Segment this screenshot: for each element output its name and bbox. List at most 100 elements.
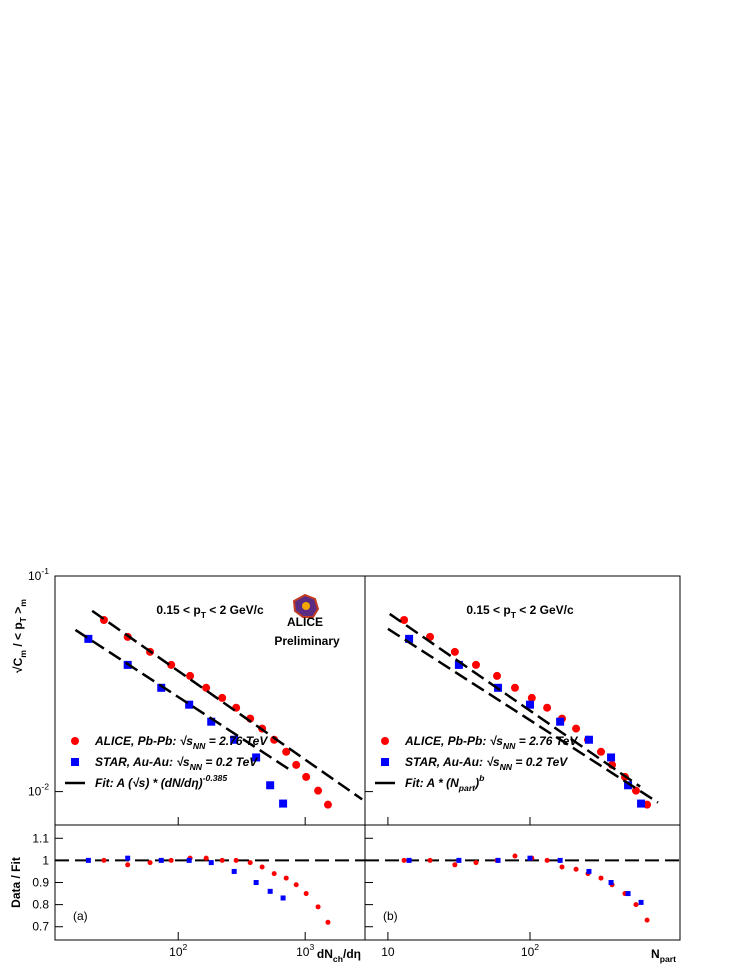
legend-label-part: = 2.76 TeV — [515, 734, 578, 748]
legend-label-part: NN — [193, 741, 206, 751]
point — [280, 895, 286, 901]
point — [208, 860, 214, 866]
y-axis-label: √Cm / < pT >m — [11, 599, 28, 673]
point — [125, 855, 131, 861]
x-tick-label-base: 10 — [296, 945, 310, 959]
legend-label: ALICE, Pb-Pb: √sNN = 2.76 TeV — [404, 734, 578, 751]
point — [186, 671, 195, 680]
y-tick-label-exponent: -1 — [41, 566, 49, 576]
point — [125, 862, 131, 868]
point — [325, 919, 331, 925]
y-axis-label-part: m — [18, 599, 28, 607]
legend-marker — [71, 737, 79, 745]
point — [624, 781, 633, 790]
legend-label: STAR, Au-Au: √sNN = 0.2 TeV — [405, 755, 568, 772]
x-axis-label-part: dN — [317, 947, 333, 961]
x-axis-label-part: N — [651, 947, 660, 961]
point — [406, 857, 412, 863]
legend-label-part: ) — [473, 776, 479, 790]
point — [510, 683, 519, 692]
annotation-part: 0.15 < p — [156, 603, 200, 617]
point — [544, 857, 550, 863]
y-axis-label-part: √C — [11, 657, 25, 673]
x-axis-label: Npart — [651, 947, 676, 964]
x-tick-label: 103 — [296, 942, 314, 959]
point — [556, 717, 565, 726]
point — [473, 860, 479, 866]
legend-label-part: STAR, Au-Au: √s — [405, 755, 500, 769]
legend-label-part: = 2.76 TeV — [205, 734, 268, 748]
point — [314, 786, 323, 795]
y-tick-label-base: 10 — [28, 785, 42, 799]
annotation-part: T — [511, 610, 517, 620]
point — [643, 800, 652, 809]
point — [573, 866, 579, 872]
point — [512, 853, 518, 859]
point — [584, 735, 593, 744]
point — [450, 647, 459, 656]
point — [168, 857, 174, 863]
point — [543, 703, 552, 712]
y-tick-label-base: 10 — [28, 569, 42, 583]
point — [85, 857, 91, 863]
point — [283, 875, 289, 881]
x-tick-label-base: 10 — [169, 945, 183, 959]
point — [596, 747, 605, 756]
x-axis-label: dNch/dη — [317, 947, 361, 964]
point — [586, 868, 592, 874]
legend-label: Fit: A * (Npart)b — [405, 773, 485, 793]
point — [315, 904, 321, 910]
point — [292, 760, 301, 769]
legend-label-part: = 0.2 TeV — [202, 755, 258, 769]
fit-line — [91, 609, 363, 801]
point — [293, 882, 299, 888]
point — [158, 857, 164, 863]
x-axis-label-part: /dη — [343, 947, 361, 961]
point — [247, 860, 253, 866]
point — [525, 700, 534, 709]
point — [625, 891, 631, 897]
point — [638, 899, 644, 905]
x-axis-label-part: part — [660, 954, 676, 964]
point — [527, 855, 533, 861]
point — [185, 700, 194, 709]
point — [633, 902, 639, 908]
point — [282, 747, 291, 756]
y-tick-label: 1 — [42, 853, 49, 867]
legend-label: Fit: A (√s) * (dN/dη)-0.385 — [95, 773, 227, 790]
point — [631, 786, 640, 795]
legend-label: ALICE, Pb-Pb: √sNN = 2.76 TeV — [94, 734, 268, 751]
panel-label: (b) — [383, 909, 398, 923]
legend-label-part: NN — [500, 762, 513, 772]
point — [598, 875, 604, 881]
fit-line — [389, 612, 641, 788]
y-axis-label-part: / < p — [11, 622, 25, 650]
point — [527, 693, 536, 702]
point — [219, 857, 225, 863]
x-tick-label-exponent: 2 — [534, 942, 539, 952]
y-tick-label: 0.8 — [32, 898, 49, 912]
point — [454, 660, 463, 669]
point — [147, 860, 153, 866]
point — [607, 753, 616, 762]
y-tick-label: 0.7 — [32, 920, 49, 934]
legend-label-part: Fit: A * (N — [405, 776, 459, 790]
point — [207, 717, 216, 726]
annotation: 0.15 < pT < 2 GeV/c — [156, 603, 264, 620]
frame — [364, 824, 681, 941]
legend-label-part: ALICE, Pb-Pb: √s — [404, 734, 503, 748]
point — [101, 857, 107, 863]
fit-line — [74, 628, 291, 772]
legend-label-part: Fit: A (√s) * (dN/dη) — [95, 776, 203, 790]
point — [202, 683, 211, 692]
point — [233, 857, 239, 863]
y-tick-label: 10-2 — [28, 782, 49, 799]
y-tick-label-exponent: -2 — [41, 782, 49, 792]
point — [456, 857, 462, 863]
annotation-part: T — [201, 610, 207, 620]
point — [259, 864, 265, 870]
annotation-part: 0.15 < p — [466, 603, 510, 617]
legend-marker — [381, 737, 389, 745]
